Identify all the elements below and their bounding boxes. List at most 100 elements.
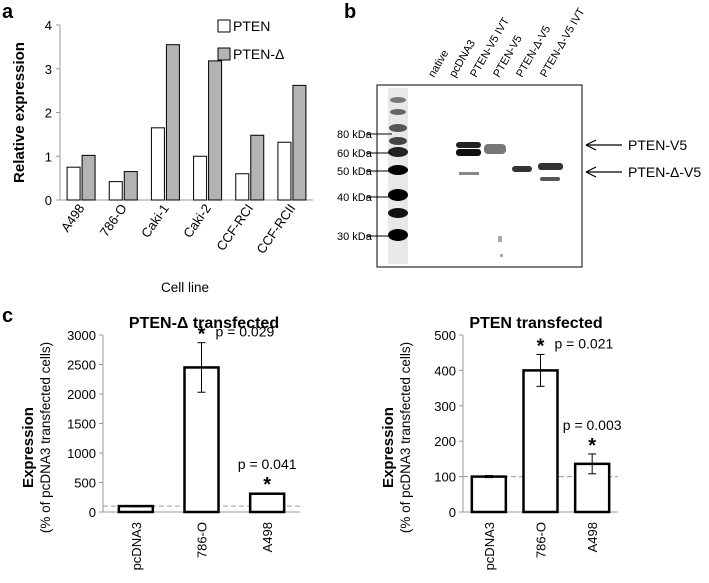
bar-pten [66,166,81,201]
y-axis-title: Expression [20,407,37,488]
y-tick-label: 500 [434,328,456,343]
y-tick-label: 2000 [67,387,96,402]
y-tick-label: 3 [45,62,52,77]
bar-pten [277,141,292,201]
x-tick-label: Caki-1 [138,201,172,240]
bar [522,369,559,514]
y-axis-title: Expression [380,407,397,488]
y-axis-subtitle: (% of pcDNA3 transfected cells) [38,342,53,533]
ladder-band [389,137,407,145]
y-axis-subtitle: (% of pcDNA3 transfected cells) [398,342,413,533]
ladder-lane [388,88,408,264]
y-tick-label: 400 [434,363,456,378]
significance-star: * [263,474,271,496]
mw-marker-80: 80 kDa [337,129,373,141]
y-tick-label: 0 [89,505,96,520]
bar-pten-delta [250,134,265,201]
significance-star: * [588,435,596,457]
arrow-head-icon [585,139,597,151]
ladder-band [390,97,406,103]
bar-pten-delta [292,84,307,201]
y-axis-title: Relative expression [11,42,28,183]
y-tick-label: 2 [45,106,52,121]
band-pten-delta-v5-ivt [538,163,563,170]
legend-label: PTEN [233,18,270,34]
chart-c2: PTEN transfected 0 100 200 300 400 500 pcDNA3 * p… [380,315,622,570]
y-tick-label: 4 [45,18,52,33]
chart-title: PTEN transfected [469,315,602,332]
panel-letter-c: c [2,305,13,327]
band-pten-v5 [484,144,506,154]
mw-marker-30: 30 kDa [337,231,373,243]
x-tick-label: CCF-RCI [213,201,256,253]
x-tick-label: 786-O [195,522,210,558]
band-label-pten-v5: PTEN-V5 [628,137,687,153]
blot-frame [376,84,583,268]
y-tick-label: 1500 [67,417,96,432]
x-tick-label: Caki-2 [180,201,214,240]
y-tick-label: 3000 [67,328,96,343]
significance-star: * [198,324,206,346]
significance-star: * [537,335,545,357]
bar [248,492,286,514]
x-tick-label: A498 [58,201,88,234]
bar-pten-delta [81,154,96,201]
band-pten-delta-v5 [512,166,532,172]
chart-title: PTEN-Δ transfected [129,315,279,332]
mw-marker-50: 50 kDa [337,166,373,178]
bar [470,475,508,514]
x-tick-label: A498 [585,522,600,552]
bar-pten-delta [208,60,223,201]
bar-pten [150,127,165,201]
legend-swatch [217,47,231,61]
bar-pten [108,181,123,201]
y-tick-label: 300 [434,399,456,414]
mw-marker-40: 40 kDa [337,192,373,204]
x-tick-label: pcDNA3 [482,522,497,570]
p-value-label: p = 0.021 [555,335,614,351]
bar-pten [193,155,208,201]
y-tick-label: 200 [434,434,456,449]
x-axis-title: Cell line [161,280,209,295]
band-annotations: PTEN-V5 PTEN-Δ-V5 [585,137,701,180]
x-tick-label: 786-O [534,522,549,558]
ladder-band [388,189,408,201]
y-tick-label: 2500 [67,358,96,373]
blot-speck [500,254,503,257]
band-pten-v5-ivt-upper [456,142,481,148]
bar-pten-delta [165,44,180,201]
band-pten-v5-ivt-main [456,149,481,156]
y-tick-label: 0 [45,193,52,208]
panel-letter-b: b [344,1,356,23]
chart-a: 0 1 2 3 4 A498 786-O Caki-1 Caki-2 CCF-RCICCF-RCI… [11,18,313,295]
lane-labels: native pcDNA3 PTEN-V5 IVT PTEN-V5 PTEN-Δ… [426,6,587,79]
bar-pten-delta [123,171,138,201]
ladder-band [388,229,408,241]
ladder-band [388,208,408,218]
arrow-head-icon [585,166,597,178]
band-pten-delta-v5-ivt-lower [540,177,560,181]
western-blot: native pcDNA3 PTEN-V5 IVT PTEN-V5 PTEN-Δ… [337,6,701,268]
mw-markers: 80 kDa 60 kDa 50 kDa 40 kDa 30 kDa [337,129,392,243]
x-tick-label: pcDNA3 [129,522,144,570]
legend-label: PTEN-Δ [233,46,284,62]
x-tick-label: 786-O [97,201,130,239]
y-tick-label: 100 [434,470,456,485]
p-value-label: p = 0.041 [238,456,297,472]
ladder-band [388,147,408,157]
ladder-band [389,124,407,132]
bar-pten [235,173,250,201]
blot-speck [498,236,502,242]
p-value-label: p = 0.029 [216,324,275,340]
y-tick-label: 1 [45,149,52,164]
y-tick-label: 1000 [67,446,96,461]
mw-marker-60: 60 kDa [337,148,373,160]
p-value-label: p = 0.003 [563,417,622,433]
ladder-band [388,165,408,175]
x-tick-label: A498 [260,522,275,552]
band-minor [459,172,479,175]
legend-swatch [217,19,231,33]
x-tick-label: CCF-RCII [253,201,298,256]
y-tick-label: 500 [74,476,96,491]
